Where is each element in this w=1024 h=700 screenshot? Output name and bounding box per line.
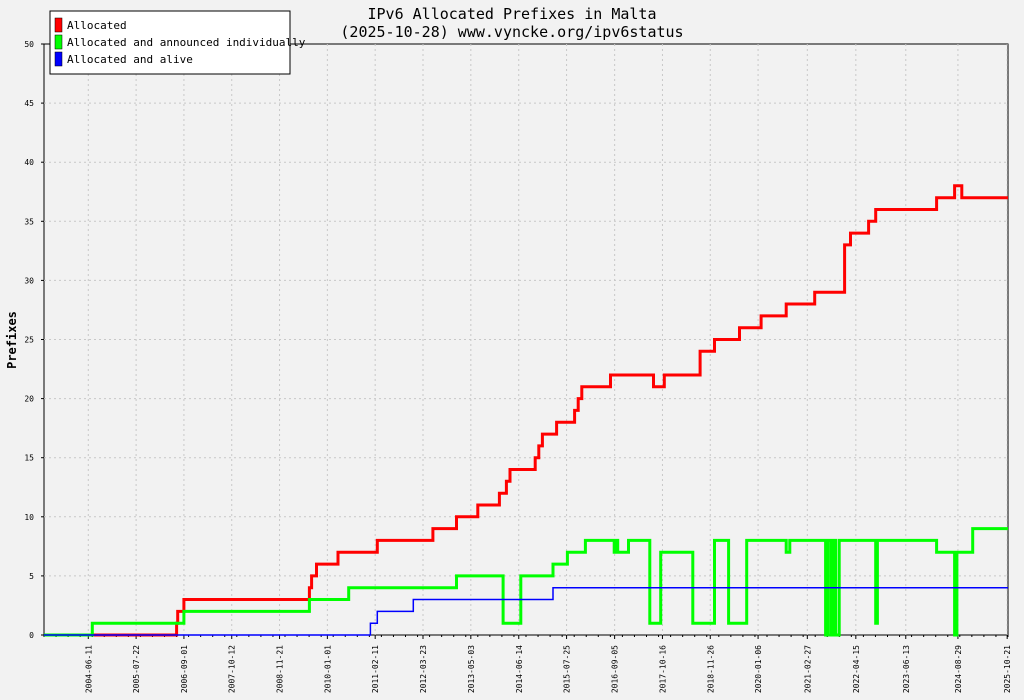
grid-layer — [44, 44, 1008, 635]
series-layer — [44, 184, 1008, 637]
x-tick-label: 2015-07-25 — [563, 645, 572, 693]
x-tick-label: 2020-01-06 — [754, 645, 763, 693]
series-line-1 — [44, 527, 1008, 637]
legend-label-allocated: Allocated — [67, 19, 127, 32]
x-tick-label: 2004-06-11 — [84, 645, 93, 693]
x-axis: 2004-06-11 2005-07-22 2006-09-01 2007-10-12… — [43, 635, 1012, 693]
y-axis: 0 5 10 15 20 25 30 35 40 45 50 — [24, 40, 44, 640]
x-tick-label: 2010-01-01 — [323, 645, 332, 693]
x-tick-label: 2021-02-27 — [803, 645, 812, 693]
x-tick-label: 2006-09-01 — [180, 645, 189, 693]
y-tick-label: 5 — [29, 572, 34, 581]
legend-swatch-allocated — [54, 17, 63, 33]
x-tick-label: 2022-04-15 — [852, 645, 861, 693]
legend-label-announced: Allocated and announced individually — [67, 36, 306, 49]
y-tick-label: 50 — [24, 40, 34, 49]
x-tick-label: 2014-06-14 — [515, 645, 524, 693]
x-tick-label: 2018-11-26 — [706, 645, 715, 693]
legend: Allocated Allocated and announced indivi… — [49, 10, 306, 75]
x-tick-label: 2013-05-03 — [467, 645, 476, 693]
y-tick-label: 15 — [24, 454, 34, 463]
y-tick-label: 40 — [24, 158, 34, 167]
y-tick-label: 35 — [24, 217, 34, 226]
y-tick-label: 25 — [24, 336, 34, 345]
x-tick-label: 2016-09-05 — [611, 645, 620, 693]
series-line-0 — [44, 184, 1008, 637]
x-tick-label: 2007-10-12 — [228, 645, 237, 693]
y-tick-label: 45 — [24, 99, 34, 108]
legend-label-alive: Allocated and alive — [67, 53, 193, 66]
y-tick-label: 30 — [24, 276, 34, 285]
chart-subtitle: (2025-10-28) www.vyncke.org/ipv6status — [340, 23, 683, 41]
y-tick-label: 20 — [24, 395, 34, 404]
y-tick-label: 10 — [24, 513, 34, 522]
x-tick-label: 2012-03-23 — [419, 645, 428, 693]
y-tick-label: 0 — [29, 631, 34, 640]
chart-title: IPv6 Allocated Prefixes in Malta — [368, 5, 657, 23]
legend-swatch-announced — [54, 34, 63, 50]
x-tick-label: 2024-08-29 — [954, 645, 963, 693]
x-tick-label: 2025-10-21 — [1003, 645, 1012, 693]
legend-box — [49, 10, 291, 75]
x-tick-label: 2011-02-11 — [371, 645, 380, 693]
x-tick-label: 2008-11-21 — [276, 645, 285, 693]
series-line-2 — [44, 586, 1008, 636]
y-axis-label: Prefixes — [5, 311, 19, 369]
x-tick-label: 2023-06-13 — [902, 645, 911, 693]
x-tick-label: 2017-10-16 — [658, 645, 667, 693]
x-tick-label: 2005-07-22 — [132, 645, 141, 693]
legend-swatch-alive — [54, 51, 63, 67]
